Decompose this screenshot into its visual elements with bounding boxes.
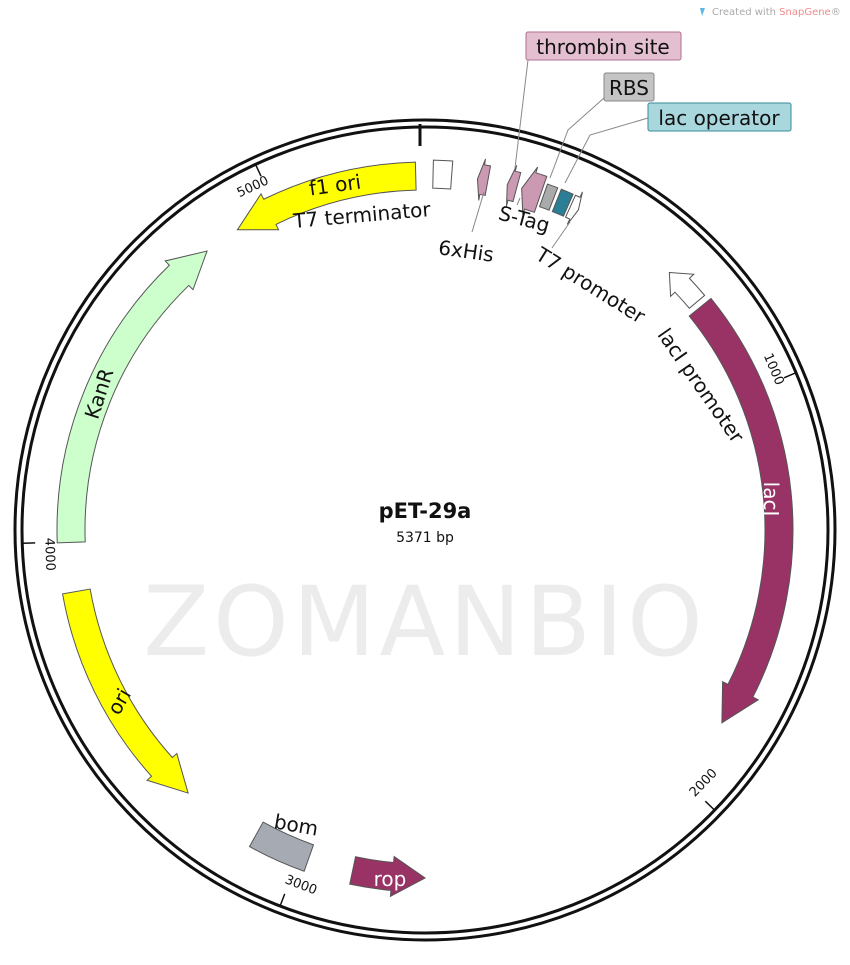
- credit-suffix: ®: [831, 7, 841, 18]
- credit-brand: SnapGene: [779, 7, 831, 18]
- callout-rbs: RBS: [549, 72, 655, 179]
- callout-box: [525, 31, 682, 61]
- feature-his-tag[interactable]: [476, 158, 492, 201]
- feature-f1-ori[interactable]: [236, 161, 417, 231]
- tick-mark: [783, 372, 796, 379]
- feature-thrombin-site[interactable]: [505, 165, 522, 207]
- callout-text: thrombin site: [536, 35, 669, 59]
- feature-laci[interactable]: [688, 297, 794, 724]
- leader-lines: [471, 191, 571, 249]
- callout-lac-operator: lac operator: [564, 102, 792, 184]
- tick-label-1000: 1000: [760, 351, 787, 387]
- callout-thrombin-site: thrombin site: [514, 31, 682, 169]
- plasmid-name: pET-29a: [379, 499, 472, 523]
- callout-box: [647, 102, 792, 132]
- feature-kanr[interactable]: [56, 250, 208, 544]
- label-6xhis: 6xHis: [437, 235, 495, 267]
- label-rop: rop: [374, 867, 407, 891]
- label-t7-promoter: T7 promoter: [531, 242, 650, 329]
- feature-t7-promoter[interactable]: [564, 191, 583, 225]
- feature-bom[interactable]: [248, 821, 315, 872]
- feature-s-tag[interactable]: [521, 166, 548, 215]
- tick-label-2000: 2000: [687, 766, 721, 800]
- tick-mark: [704, 800, 715, 811]
- feature-ori[interactable]: [62, 588, 189, 794]
- backbone-inner-ring: [20, 125, 830, 935]
- tick-mark: [279, 893, 286, 906]
- tick-label-5000: 5000: [235, 173, 271, 201]
- plasmid-size: 5371 bp: [396, 530, 454, 546]
- tick-label-3000: 3000: [283, 872, 319, 898]
- backbone-outer-ring: [13, 118, 837, 942]
- feature-laci-promoter[interactable]: [668, 271, 706, 309]
- callout-box: [603, 72, 655, 102]
- snapgene-logo-icon: [700, 8, 705, 16]
- credit-prefix: Created with: [712, 7, 779, 18]
- feature-lac-operator[interactable]: [551, 188, 574, 217]
- feature-rbs[interactable]: [538, 183, 559, 211]
- features: [56, 158, 794, 898]
- callout-text: RBS: [609, 76, 649, 100]
- feature-rop[interactable]: [349, 855, 426, 898]
- label-laci: lacI: [759, 482, 783, 517]
- svg-text:Created with SnapGene®: Created with SnapGene®: [712, 7, 841, 18]
- watermark: ZOMANBIO: [143, 566, 706, 678]
- tick-mark: [255, 164, 262, 177]
- callout-text: lac operator: [658, 106, 780, 130]
- snapgene-credit: Created with SnapGene®: [700, 7, 841, 18]
- feature-t7-terminator[interactable]: [432, 159, 454, 190]
- tick-label-4000: 4000: [41, 538, 57, 572]
